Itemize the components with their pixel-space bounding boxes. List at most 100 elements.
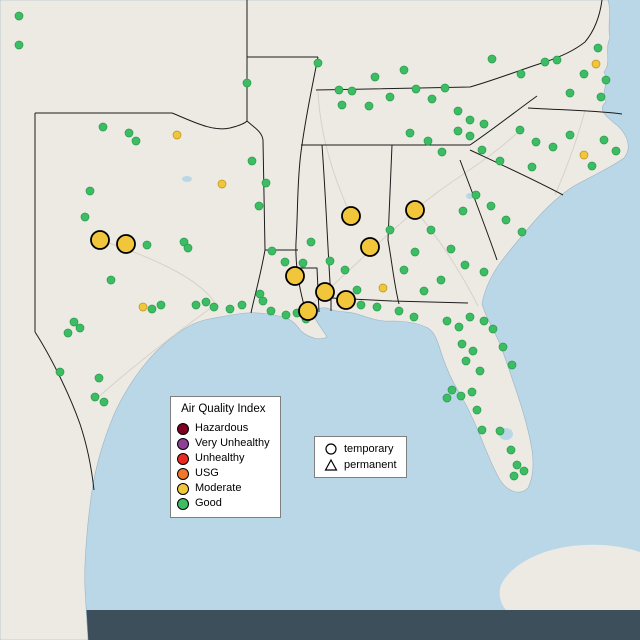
aqi-marker-good[interactable] <box>267 246 277 256</box>
aqi-marker-good[interactable] <box>552 55 562 65</box>
aqi-marker-good[interactable] <box>106 275 116 285</box>
aqi-marker-good[interactable] <box>477 145 487 155</box>
aqi-marker-moderate[interactable] <box>138 302 148 312</box>
aqi-marker-good[interactable] <box>495 156 505 166</box>
aqi-marker-moderate-temporary[interactable] <box>405 200 425 220</box>
aqi-marker-good[interactable] <box>98 122 108 132</box>
aqi-marker-good[interactable] <box>142 240 152 250</box>
aqi-marker-good[interactable] <box>486 201 496 211</box>
aqi-marker-good[interactable] <box>225 304 235 314</box>
aqi-marker-good[interactable] <box>14 11 24 21</box>
aqi-marker-good[interactable] <box>14 40 24 50</box>
aqi-marker-moderate[interactable] <box>579 150 589 160</box>
aqi-marker-good[interactable] <box>596 92 606 102</box>
aqi-marker-moderate[interactable] <box>378 283 388 293</box>
aqi-marker-good[interactable] <box>506 445 516 455</box>
aqi-marker-good[interactable] <box>247 156 257 166</box>
aqi-marker-good[interactable] <box>527 162 537 172</box>
aqi-marker-good[interactable] <box>306 237 316 247</box>
aqi-marker-good[interactable] <box>385 92 395 102</box>
aqi-marker-good[interactable] <box>465 312 475 322</box>
aqi-marker-good[interactable] <box>479 119 489 129</box>
aqi-marker-good[interactable] <box>298 258 308 268</box>
aqi-marker-good[interactable] <box>495 426 505 436</box>
aqi-marker-good[interactable] <box>565 130 575 140</box>
aqi-marker-good[interactable] <box>399 265 409 275</box>
aqi-marker-good[interactable] <box>488 324 498 334</box>
aqi-marker-moderate-temporary[interactable] <box>336 290 356 310</box>
aqi-marker-good[interactable] <box>519 466 529 476</box>
aqi-marker-moderate[interactable] <box>172 130 182 140</box>
aqi-marker-good[interactable] <box>599 135 609 145</box>
aqi-marker-good[interactable] <box>512 460 522 470</box>
aqi-marker-moderate-temporary[interactable] <box>285 266 305 286</box>
aqi-marker-good[interactable] <box>515 125 525 135</box>
aqi-marker-good[interactable] <box>334 85 344 95</box>
aqi-marker-moderate-temporary[interactable] <box>116 234 136 254</box>
aqi-marker-good[interactable] <box>472 405 482 415</box>
aqi-marker-good[interactable] <box>587 161 597 171</box>
aqi-marker-moderate-temporary[interactable] <box>298 301 318 321</box>
aqi-marker-good[interactable] <box>254 201 264 211</box>
aqi-marker-good[interactable] <box>565 88 575 98</box>
aqi-marker-good[interactable] <box>179 237 189 247</box>
aqi-marker-good[interactable] <box>156 300 166 310</box>
aqi-marker-good[interactable] <box>242 78 252 88</box>
aqi-marker-good[interactable] <box>446 244 456 254</box>
aqi-marker-good[interactable] <box>471 190 481 200</box>
aqi-marker-moderate-temporary[interactable] <box>315 282 335 302</box>
aqi-marker-good[interactable] <box>364 101 374 111</box>
aqi-marker-good[interactable] <box>465 131 475 141</box>
aqi-marker-good[interactable] <box>280 257 290 267</box>
aqi-marker-good[interactable] <box>313 58 323 68</box>
aqi-marker-good[interactable] <box>516 69 526 79</box>
aqi-marker-good[interactable] <box>405 128 415 138</box>
aqi-marker-good[interactable] <box>356 300 366 310</box>
aqi-marker-good[interactable] <box>410 247 420 257</box>
aqi-marker-good[interactable] <box>419 286 429 296</box>
aqi-marker-good[interactable] <box>340 265 350 275</box>
aqi-marker-good[interactable] <box>509 471 519 481</box>
aqi-marker-moderate-temporary[interactable] <box>360 237 380 257</box>
aqi-marker-good[interactable] <box>611 146 621 156</box>
aqi-marker-good[interactable] <box>517 227 527 237</box>
aqi-marker-moderate[interactable] <box>591 59 601 69</box>
aqi-marker-good[interactable] <box>440 83 450 93</box>
aqi-marker-good[interactable] <box>457 339 467 349</box>
aqi-marker-good[interactable] <box>191 300 201 310</box>
aqi-marker-good[interactable] <box>465 115 475 125</box>
aqi-marker-good[interactable] <box>475 366 485 376</box>
aqi-marker-good[interactable] <box>531 137 541 147</box>
aqi-marker-good[interactable] <box>437 147 447 157</box>
aqi-marker-good[interactable] <box>352 285 362 295</box>
aqi-marker-moderate-temporary[interactable] <box>90 230 110 250</box>
aqi-marker-good[interactable] <box>454 322 464 332</box>
aqi-marker-good[interactable] <box>385 225 395 235</box>
aqi-marker-good[interactable] <box>124 128 134 138</box>
aqi-marker-good[interactable] <box>468 346 478 356</box>
aqi-marker-good[interactable] <box>411 84 421 94</box>
aqi-marker-good[interactable] <box>147 304 157 314</box>
aqi-marker-good[interactable] <box>258 296 268 306</box>
aqi-marker-good[interactable] <box>69 317 79 327</box>
aqi-marker-good[interactable] <box>85 186 95 196</box>
aqi-marker-good[interactable] <box>325 256 335 266</box>
aqi-marker-good[interactable] <box>80 212 90 222</box>
aqi-marker-good[interactable] <box>456 391 466 401</box>
aqi-marker-good[interactable] <box>94 373 104 383</box>
aqi-marker-good[interactable] <box>467 387 477 397</box>
aqi-marker-moderate[interactable] <box>217 179 227 189</box>
aqi-marker-good[interactable] <box>487 54 497 64</box>
aqi-marker-good[interactable] <box>55 367 65 377</box>
aqi-marker-good[interactable] <box>436 275 446 285</box>
aqi-marker-good[interactable] <box>453 126 463 136</box>
aqi-marker-moderate-temporary[interactable] <box>341 206 361 226</box>
aqi-marker-good[interactable] <box>479 316 489 326</box>
aqi-marker-good[interactable] <box>423 136 433 146</box>
aqi-marker-good[interactable] <box>337 100 347 110</box>
aqi-marker-good[interactable] <box>201 297 211 307</box>
aqi-marker-good[interactable] <box>266 306 276 316</box>
aqi-marker-good[interactable] <box>75 323 85 333</box>
aqi-marker-good[interactable] <box>63 328 73 338</box>
aqi-marker-good[interactable] <box>540 57 550 67</box>
